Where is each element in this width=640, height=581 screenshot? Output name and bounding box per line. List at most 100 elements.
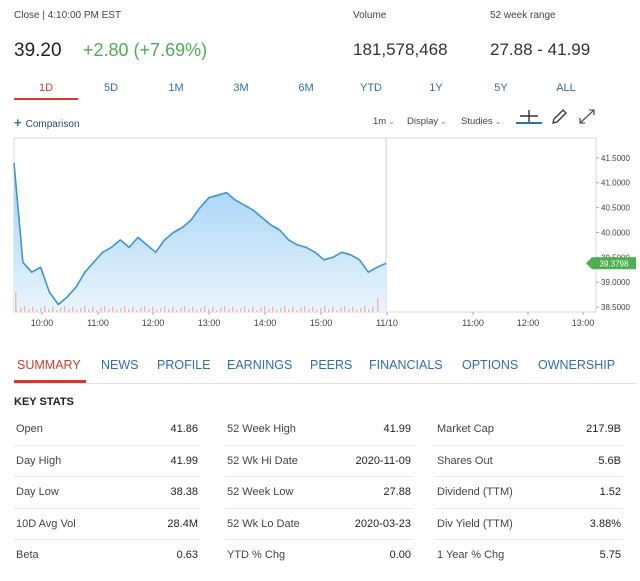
expand-icon[interactable] <box>575 107 599 127</box>
period-tab-5d[interactable]: 5D <box>103 82 119 94</box>
crosshair-icon[interactable] <box>517 107 541 127</box>
volume-bar <box>132 307 134 312</box>
volume-bar <box>68 309 70 312</box>
period-tab-6m[interactable]: 6M <box>298 82 314 94</box>
volume-bar <box>268 309 270 312</box>
volume-bar <box>108 309 110 312</box>
interval-dropdown[interactable]: 1m ⌄ <box>373 116 395 127</box>
studies-dropdown[interactable]: Studies ⌄ <box>461 116 501 127</box>
price-line <box>13 162 387 306</box>
period-tab-1y[interactable]: 1Y <box>429 82 443 94</box>
volume-bar <box>96 310 98 312</box>
x-tick-label: 11:00 <box>87 318 109 328</box>
chevron-down-icon: ⌄ <box>388 117 395 126</box>
period-tab-3m[interactable]: 3M <box>233 82 249 94</box>
stat-row-52-week-high: 52 Week High 41.99 <box>225 414 413 446</box>
x-tick-label: 13:00 <box>572 318 595 328</box>
add-comparison-button[interactable]: + Comparison <box>14 115 80 130</box>
x-tick-label: 14:00 <box>254 318 277 328</box>
stat-label: 1 Year % Chg <box>437 549 505 561</box>
volume-bar <box>280 308 282 312</box>
tab-news[interactable]: NEWS <box>101 358 139 372</box>
price-chart[interactable]: 41.500041.000040.500040.000039.500039.00… <box>0 130 640 342</box>
period-tab-1d[interactable]: 1D <box>38 82 54 94</box>
volume-bar <box>288 309 290 312</box>
stat-value: 28.4M <box>167 517 198 530</box>
volume-bar <box>272 307 274 312</box>
volume-bar <box>88 309 90 312</box>
period-tab-ytd[interactable]: YTD <box>360 82 382 94</box>
volume-bar <box>20 308 22 312</box>
volume-bar <box>156 310 158 312</box>
period-tab-1m[interactable]: 1M <box>168 82 184 94</box>
chevron-down-icon: ⌄ <box>494 117 502 126</box>
volume-bar <box>216 310 218 312</box>
stat-label: 52 Week High <box>227 423 296 435</box>
chevron-down-icon: ⌄ <box>440 117 447 126</box>
last-price: 39.20 <box>14 40 62 61</box>
y-tick-label: 39.0000 <box>601 278 630 287</box>
key-stats-column-3: Market Cap 217.9B Shares Out 5.6B Dividend… <box>435 414 623 572</box>
volume-bar <box>192 307 194 312</box>
tab-profile[interactable]: PROFILE <box>157 358 211 372</box>
stat-row-ytd-chg: YTD % Chg 0.00 <box>225 540 413 572</box>
volume-bar <box>72 307 74 312</box>
volume-bar <box>100 308 102 312</box>
stat-value: 2020-03-23 <box>354 517 411 530</box>
volume-bar <box>164 306 166 312</box>
y-tick-label: 40.0000 <box>601 228 630 237</box>
tab-financials[interactable]: FINANCIALS <box>369 358 443 372</box>
tab-peers[interactable]: PEERS <box>310 358 353 372</box>
stat-label: Market Cap <box>437 423 494 435</box>
volume-label: Volume <box>353 10 387 21</box>
volume-bar <box>124 306 126 312</box>
volume-bar <box>28 309 30 312</box>
tab-earnings[interactable]: EARNINGS <box>227 358 293 372</box>
active-tool-underline <box>516 122 542 124</box>
stat-row-52-wk-lo-date: 52 Wk Lo Date 2020-03-23 <box>225 509 413 540</box>
volume-bar <box>52 307 54 312</box>
volume-bar <box>140 308 142 312</box>
volume-bar <box>324 306 326 312</box>
volume-bar <box>168 309 170 312</box>
volume-bar <box>128 309 130 312</box>
interval-label: 1m <box>373 116 387 127</box>
y-tick-label: 41.5000 <box>601 154 630 163</box>
stat-value: 27.88 <box>383 486 411 498</box>
volume-bar <box>276 310 278 312</box>
tab-options[interactable]: OPTIONS <box>462 358 519 372</box>
volume-bar <box>296 310 298 312</box>
stat-value: 41.86 <box>170 423 198 435</box>
stat-label: 52 Wk Lo Date <box>227 517 300 530</box>
x-tick-label: 12:00 <box>517 318 540 328</box>
period-tab-all[interactable]: ALL <box>556 82 576 94</box>
volume-bar <box>208 309 210 312</box>
volume-bar <box>360 308 362 312</box>
stat-row-10d-avg-vol: 10D Avg Vol 28.4M <box>14 509 200 540</box>
volume-bar <box>36 310 38 312</box>
tab-summary[interactable]: SUMMARY <box>17 358 81 372</box>
period-tabs: 1D 5D 1M 3M 6M YTD 1Y 5Y ALL <box>14 82 600 100</box>
stat-row-52-wk-hi-date: 52 Wk Hi Date 2020-11-09 <box>225 446 413 477</box>
period-tab-5y[interactable]: 5Y <box>494 82 508 94</box>
volume-bar <box>224 306 226 312</box>
volume-bar <box>92 307 94 312</box>
last-price-tag <box>586 257 636 270</box>
stat-label: Beta <box>16 549 39 561</box>
volume-bar <box>136 310 138 312</box>
volume-bar <box>364 306 366 312</box>
volume-bar <box>24 306 26 312</box>
stat-row-shares-out: Shares Out 5.6B <box>435 446 623 477</box>
volume-value: 181,578,468 <box>353 40 448 59</box>
display-dropdown[interactable]: Display ⌄ <box>407 116 447 127</box>
pencil-icon[interactable] <box>547 107 571 127</box>
tab-ownership[interactable]: OWNERSHIP <box>538 358 616 372</box>
volume-bar <box>76 310 78 312</box>
stat-row-52-week-low: 52 Week Low 27.88 <box>225 477 413 509</box>
volume-bar <box>312 307 314 312</box>
x-tick-label: 11/10 <box>376 318 398 328</box>
stat-row-beta: Beta 0.63 <box>14 540 200 572</box>
volume-bar <box>152 307 154 312</box>
active-section-underline <box>14 380 86 383</box>
plus-icon: + <box>14 115 22 130</box>
